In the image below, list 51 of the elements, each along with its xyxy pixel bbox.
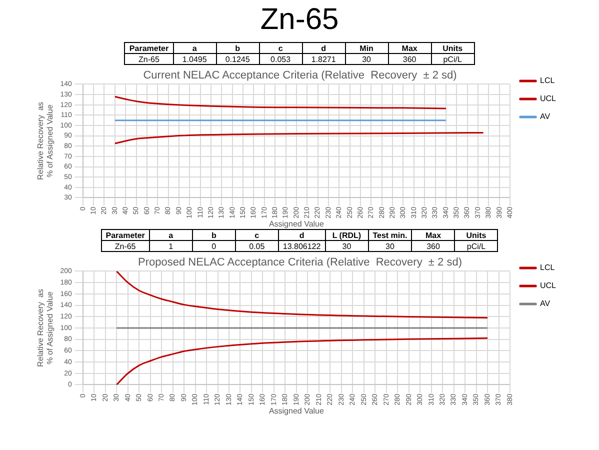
text: a (149, 230, 192, 240)
text: d (302, 42, 346, 54)
text: Units (454, 230, 498, 240)
text: c (235, 230, 278, 240)
line-series (115, 337, 488, 385)
text: Max (412, 230, 455, 240)
line-series (114, 96, 446, 110)
text: 0.05 (235, 240, 278, 252)
text: Zn-65 (124, 54, 174, 64)
x-axis-title: Assigned Value (268, 219, 324, 228)
text: Units (431, 42, 474, 54)
y-axis-title: Relative Recovery as % of Assigned Value (36, 102, 54, 180)
text: Parameter (124, 42, 174, 54)
chart-title: Proposed NELAC Acceptance Criteria (Relative Recovery ± 2 sd) (138, 256, 462, 269)
text: 0.1245 (216, 54, 260, 64)
text: 1.0495 (173, 54, 216, 64)
chart-title: Current NELAC Acceptance Criteria (Relative Recovery ± 2 sd) (142, 70, 456, 82)
text: Parameter (101, 230, 150, 240)
x-axis-title: Assigned Value (268, 406, 324, 416)
legend-label: AV (539, 299, 550, 308)
text: 360 (412, 240, 455, 252)
text: 1 (149, 240, 192, 252)
line-series (115, 271, 488, 318)
text: L (RDL) (325, 230, 368, 240)
line-series (114, 132, 484, 144)
text: d (278, 230, 326, 240)
text: 0.053 (259, 54, 302, 64)
text: Min (345, 42, 388, 54)
text: a (173, 42, 216, 54)
text: 360 (388, 54, 432, 64)
legend-label: LCL (539, 263, 555, 272)
legend-label: UCL (539, 281, 556, 290)
text: c (259, 42, 302, 54)
text: 30 (325, 240, 368, 252)
text: 30 (368, 240, 412, 252)
text: Test min. (368, 230, 412, 240)
legend-label: LCL (539, 76, 555, 86)
text: 30 (345, 54, 388, 64)
legend-label: AV (539, 112, 550, 122)
text: 13.806122 (278, 240, 326, 252)
y-axis-title: Relative Recovery as % of Assigned Value (36, 289, 54, 367)
text: Max (388, 42, 432, 54)
text: b (216, 42, 260, 54)
text: b (192, 230, 236, 240)
text: 1.8271 (302, 54, 346, 64)
text: Zn-65 (101, 240, 150, 252)
legend-label: UCL (539, 94, 556, 104)
text: 0 (192, 240, 236, 252)
text: pCi/L (454, 240, 498, 252)
text: Zn-65 (259, 2, 340, 38)
text: pCi/L (431, 54, 474, 64)
